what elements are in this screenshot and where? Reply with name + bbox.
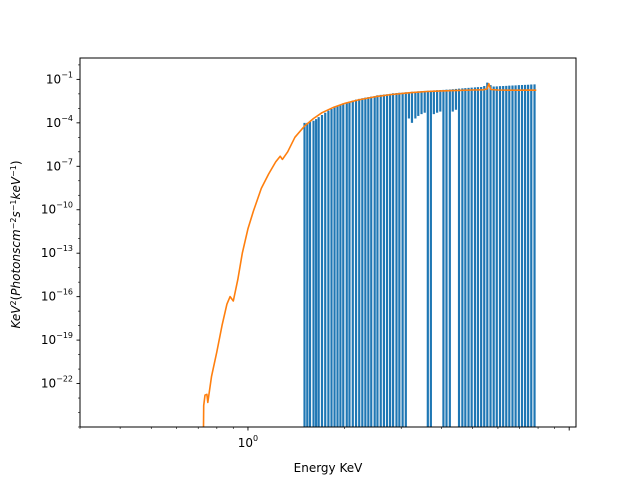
y-tick-label: 10−7	[46, 157, 73, 173]
axes-frame	[79, 57, 577, 428]
y-tick-label: 10−4	[46, 114, 73, 130]
x-axis-label: Energy KeV	[294, 461, 363, 475]
y-tick-label: 10−16	[41, 288, 73, 304]
y-axis-label: KeV2(Photonscm−2s−1keV−1)	[9, 160, 24, 328]
error-bar-series	[303, 82, 536, 427]
model-line	[202, 83, 537, 427]
y-tick-label: 10−19	[41, 331, 73, 347]
y-tick-label: 10−10	[41, 201, 73, 217]
y-tick-label: 10−13	[41, 244, 73, 260]
y-tick-label: 10−22	[41, 375, 73, 391]
y-tick-label: 10−1	[46, 70, 73, 86]
ticks: 10−22 10−19 10−16 10−13 10−10 10−7 10−4 10−1 100	[41, 64, 570, 450]
plot-area	[202, 82, 537, 427]
x-tick-label: 100	[238, 434, 258, 450]
